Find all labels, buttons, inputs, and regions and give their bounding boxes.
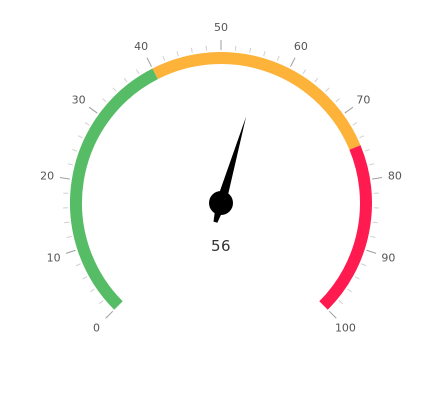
gauge-minor-tick <box>347 288 352 293</box>
gauge-minor-tick <box>354 276 360 280</box>
gauge-tick-label: 30 <box>72 94 86 107</box>
gauge-minor-tick <box>135 69 140 75</box>
gauge-major-tick <box>88 106 98 114</box>
gauge-minor-tick <box>359 135 365 139</box>
gauge-minor-tick <box>335 98 340 103</box>
gauge-range-2 <box>319 145 372 310</box>
gauge-range-0 <box>70 68 158 310</box>
gauge-minor-tick <box>361 263 367 267</box>
gauge-minor-tick <box>325 87 330 92</box>
gauge-minor-tick <box>67 163 73 166</box>
gauge-major-tick <box>105 310 114 319</box>
gauge-minor-tick <box>84 122 90 126</box>
gauge-minor-tick <box>338 300 344 305</box>
gauge-tick-label: 100 <box>335 321 356 334</box>
gauge-minor-tick <box>102 98 107 103</box>
gauge-tick-label: 20 <box>40 169 54 182</box>
gauge-range-1 <box>152 52 361 150</box>
gauge-minor-tick <box>77 135 83 139</box>
gauge-needle-cap <box>209 191 233 215</box>
gauge-needle-group <box>209 116 247 223</box>
gauge-minor-tick <box>64 221 70 224</box>
gauge-tick-label: 40 <box>134 40 148 53</box>
gauge-tick-label: 10 <box>47 251 61 264</box>
gauge-minor-tick <box>82 276 88 280</box>
gauge-value-label: 56 <box>211 237 231 255</box>
gauge-tick-label: 80 <box>388 169 402 182</box>
gauge-minor-tick <box>90 288 95 293</box>
gauge-major-ticks <box>59 40 383 319</box>
gauge-minor-tick <box>66 235 72 238</box>
gauge-minor-tick <box>176 51 179 57</box>
gauge-minor-tick <box>364 149 370 152</box>
gauge-minor-tick <box>370 235 376 238</box>
gauge-minor-tick <box>249 47 252 53</box>
gauge-minor-tick <box>75 263 81 267</box>
gauge-minor-tick <box>276 55 280 61</box>
gauge-ranges <box>70 52 372 310</box>
gauge-minor-tick <box>112 87 117 92</box>
gauge-major-tick <box>344 106 354 114</box>
gauge-minor-tick <box>302 69 307 75</box>
gauge-minor-tick <box>369 163 375 166</box>
gauge-tick-label: 90 <box>381 251 395 264</box>
gauge-minor-tick <box>72 149 78 152</box>
gauge-tick-label: 50 <box>214 21 228 34</box>
gauge-minor-tick <box>162 55 166 61</box>
gauge-tick-label: 60 <box>294 40 308 53</box>
gauge-tick-label: 70 <box>356 94 370 107</box>
gauge-tick-labels: 0 10 20 30 40 50 60 70 80 90 100 <box>40 21 402 334</box>
gauge-minor-tick <box>190 47 193 53</box>
gauge-major-tick <box>366 249 377 254</box>
gauge-minor-tick <box>123 77 128 83</box>
gauge-major-tick <box>65 249 76 254</box>
gauge-major-tick <box>59 177 70 180</box>
gauge-tick-label: 0 <box>93 321 100 334</box>
gauge-minor-tick <box>263 51 266 57</box>
gauge-minor-tick <box>352 122 358 126</box>
gauge-major-tick <box>328 310 337 319</box>
gauge-minor-ticks <box>63 45 379 305</box>
gauge-major-tick <box>146 57 152 67</box>
gauge-major-tick <box>372 177 383 180</box>
gauge-minor-tick <box>314 77 319 83</box>
gauge-minor-tick <box>372 221 378 224</box>
gauge-major-tick <box>290 57 296 67</box>
gauge-minor-tick <box>98 300 104 305</box>
